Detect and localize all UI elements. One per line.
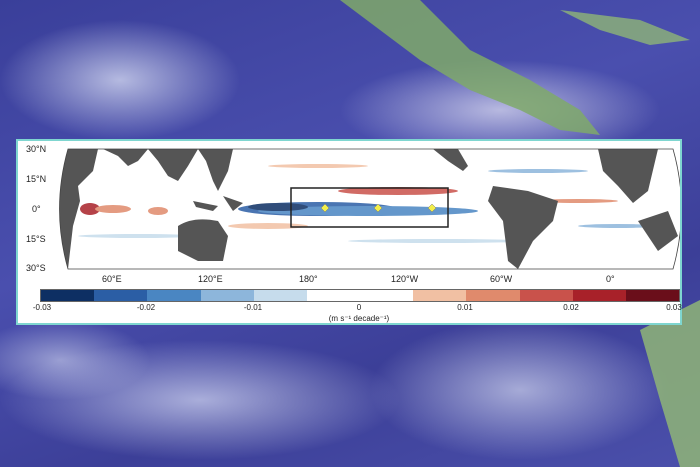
lon-tick: 60°W <box>490 274 513 284</box>
lon-tick: 120°E <box>198 274 223 284</box>
colorbar-segment <box>306 290 361 301</box>
figure-panel: 30°N 15°N 0° 15°S 30°S 60°E 120°E 180° 1… <box>16 139 682 325</box>
lat-tick: 0° <box>32 204 41 214</box>
colorbar-segment <box>466 290 520 301</box>
lon-tick: 120°W <box>391 274 419 284</box>
lon-tick: 0° <box>606 274 615 284</box>
colorbar-segment <box>413 290 467 301</box>
lat-tick: 30°N <box>26 144 47 154</box>
lat-tick: 15°S <box>26 234 46 244</box>
colorbar-segment <box>572 290 626 301</box>
colorbar-segment <box>625 290 680 301</box>
diamond-marker <box>373 203 383 213</box>
diamond-marker <box>427 203 437 213</box>
colorbar-segment <box>147 290 201 301</box>
trend-map <box>59 148 680 270</box>
colorbar-tick: -0.02 <box>136 303 156 312</box>
colorbar-segment <box>253 290 307 301</box>
marker-diamonds <box>320 203 437 213</box>
trend-field <box>78 164 658 243</box>
colorbar-tick: 0.03 <box>666 303 682 312</box>
lat-tick: 15°N <box>26 174 47 184</box>
colorbar-segment <box>94 290 148 301</box>
colorbar-unit: (m s⁻¹ decade⁻¹) <box>328 314 390 323</box>
nino-region-box <box>290 187 449 228</box>
colorbar-segment <box>519 290 573 301</box>
diamond-marker <box>320 203 330 213</box>
colorbar-tick: 0.02 <box>563 303 579 312</box>
colorbar-segment <box>360 290 414 301</box>
colorbar-tick: -0.01 <box>243 303 263 312</box>
lat-tick: 30°S <box>26 263 46 273</box>
colorbar-segment <box>41 290 95 301</box>
colorbar <box>40 289 680 302</box>
lon-tick: 60°E <box>102 274 122 284</box>
colorbar-segment <box>200 290 254 301</box>
lon-tick: 180° <box>299 274 318 284</box>
colorbar-tick: -0.03 <box>32 303 52 312</box>
colorbar-tick: 0.01 <box>457 303 473 312</box>
colorbar-tick: 0 <box>356 303 362 312</box>
